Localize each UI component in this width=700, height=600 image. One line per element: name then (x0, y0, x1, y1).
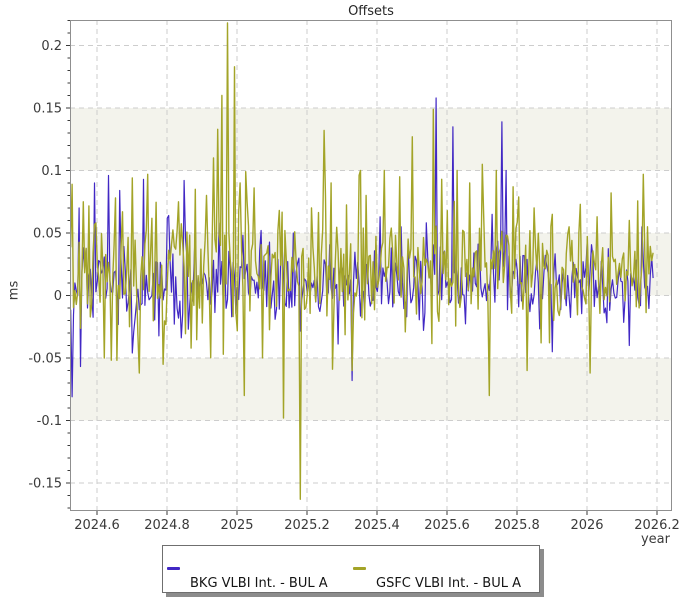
series-line-gsfc (70, 22, 654, 500)
legend-series-name: GSFC VLBI Int. - BUL A (376, 575, 521, 591)
gsfc-line-sample-icon (353, 567, 366, 570)
x-tick-label: 2026 (570, 518, 603, 533)
legend-series-name: BKG VLBI Int. - BUL A (190, 575, 328, 591)
legend-entry-gsfc: GSFC VLBI Int. - BUL A Mean=0.020 STD =0… (349, 546, 539, 592)
x-tick-label: 2024.6 (74, 518, 120, 533)
x-tick-label: 2026.2 (634, 518, 680, 533)
y-tick-label: -0.15 (28, 477, 62, 492)
shaded-band (70, 358, 672, 421)
x-axis-label: year (640, 532, 670, 547)
ticks (66, 20, 658, 515)
chart-title: Offsets (348, 4, 394, 19)
y-tick-label: 0.1 (41, 164, 62, 179)
y-tick-label: -0.1 (37, 414, 62, 429)
x-tick-label: 2025.6 (424, 518, 470, 533)
plot-border (70, 20, 672, 511)
y-tick-label: 0 (54, 289, 62, 304)
y-tick-label: 0.15 (33, 102, 62, 117)
x-tick-label: 2024.8 (144, 518, 190, 533)
x-tick-label: 2025.2 (284, 518, 330, 533)
y-axis-label: ms (6, 280, 22, 301)
bkg-line-sample-icon (167, 567, 180, 570)
legend: BKG VLBI Int. - BUL A Mean=0.010 STD =0.… (162, 545, 540, 593)
y-tick-label: 0.05 (33, 227, 62, 242)
x-tick-label: 2025 (220, 518, 253, 533)
y-tick-label: -0.05 (28, 352, 62, 367)
x-tick-label: 2025.8 (494, 518, 540, 533)
x-tick-label: 2025.4 (354, 518, 400, 533)
legend-entry-bkg: BKG VLBI Int. - BUL A Mean=0.010 STD =0.… (163, 546, 349, 592)
y-tick-label: 0.2 (41, 39, 62, 54)
shaded-band (70, 108, 672, 171)
